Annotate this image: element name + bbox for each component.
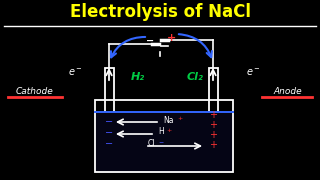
Bar xyxy=(95,100,233,172)
Text: Electrolysis of NaCl: Electrolysis of NaCl xyxy=(69,3,251,21)
Text: +: + xyxy=(167,33,177,43)
Text: Anode: Anode xyxy=(274,87,302,96)
Text: Cl: Cl xyxy=(148,140,156,148)
Text: +: + xyxy=(209,130,217,140)
Bar xyxy=(105,68,114,164)
Text: −: − xyxy=(105,139,113,149)
Text: −: − xyxy=(105,128,113,138)
Text: −: − xyxy=(105,117,113,127)
Text: +: + xyxy=(166,127,171,132)
Text: Cathode: Cathode xyxy=(15,87,53,96)
Text: H: H xyxy=(158,127,164,136)
Text: −: − xyxy=(158,140,163,145)
Text: +: + xyxy=(209,140,217,150)
Text: Cl₂: Cl₂ xyxy=(187,72,204,82)
Text: H₂: H₂ xyxy=(131,72,145,82)
Text: +: + xyxy=(209,120,217,130)
Text: $e^-$: $e^-$ xyxy=(68,66,83,78)
Text: +: + xyxy=(209,110,217,120)
Bar xyxy=(96,112,232,171)
Text: −: − xyxy=(146,36,154,46)
Text: Na: Na xyxy=(163,116,173,125)
Text: $e^-$: $e^-$ xyxy=(245,66,260,78)
Text: +: + xyxy=(177,116,182,120)
Bar xyxy=(209,68,218,164)
